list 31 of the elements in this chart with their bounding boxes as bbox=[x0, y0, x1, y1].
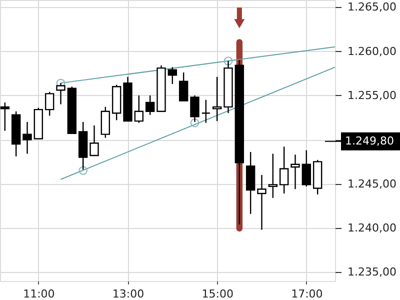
candlestick bbox=[201, 99, 211, 124]
candlestick bbox=[302, 150, 312, 188]
candlestick bbox=[268, 153, 278, 199]
candlestick bbox=[0, 102, 10, 132]
candlestick bbox=[290, 154, 300, 190]
candlestick bbox=[100, 106, 110, 138]
candlestick bbox=[44, 91, 54, 116]
y-tick-label: 1.240,00 bbox=[348, 221, 396, 234]
x-tick-label: 15:00 bbox=[202, 288, 234, 300]
candlestick bbox=[90, 124, 99, 156]
candlestick bbox=[168, 66, 178, 85]
x-tick-label: 17:00 bbox=[291, 288, 323, 300]
candlestick bbox=[246, 151, 256, 214]
candlestick bbox=[178, 72, 188, 102]
y-tick-label: 1.245,00 bbox=[348, 177, 396, 190]
candlestick bbox=[212, 76, 222, 122]
candlestick bbox=[257, 174, 266, 230]
candlestick bbox=[145, 94, 155, 116]
y-tick-label: 1.265,00 bbox=[348, 0, 396, 14]
y-tick-label: 1.255,00 bbox=[348, 88, 396, 102]
y-tick-label: 1.260,00 bbox=[348, 44, 396, 58]
candlestick bbox=[22, 121, 32, 154]
x-tick-label: 11:00 bbox=[23, 288, 55, 300]
y-tick-label: 1.235,00 bbox=[348, 266, 396, 279]
candlestick bbox=[279, 146, 289, 194]
candlestick bbox=[134, 94, 144, 124]
x-tick-label: 13:00 bbox=[112, 288, 144, 300]
ref-line-label: 1.249,80 bbox=[345, 134, 394, 148]
point bbox=[78, 166, 88, 175]
point bbox=[190, 118, 200, 128]
point bbox=[224, 56, 233, 66]
